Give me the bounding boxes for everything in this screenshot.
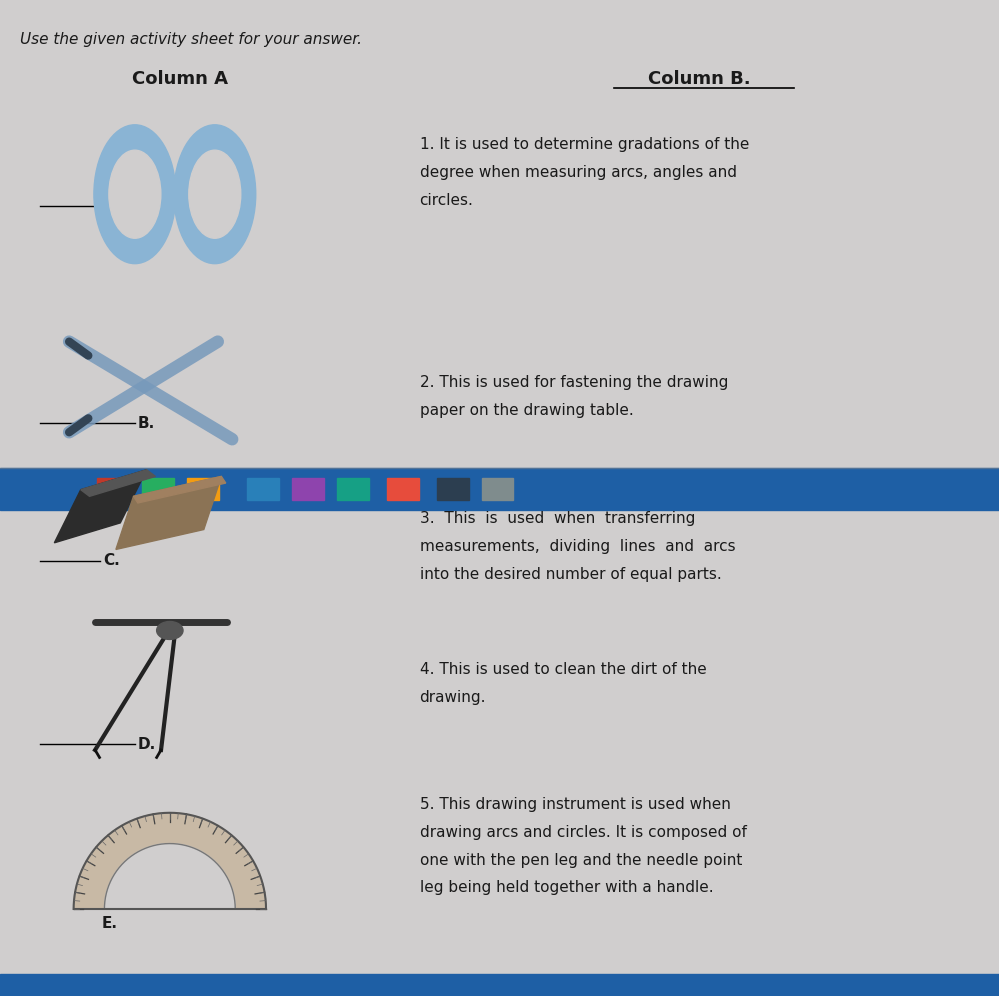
Text: Column B.: Column B. [648, 70, 750, 88]
Text: 1. It is used to determine gradations of the: 1. It is used to determine gradations of… [420, 137, 749, 152]
Text: 5. This drawing instrument is used when: 5. This drawing instrument is used when [420, 797, 730, 812]
Text: Column A: Column A [132, 70, 228, 88]
Circle shape [109, 150, 161, 238]
Text: into the desired number of equal parts.: into the desired number of equal parts. [420, 567, 721, 582]
Bar [0, 0, 999, 498]
Circle shape [94, 124, 176, 264]
Polygon shape [116, 476, 222, 550]
Bar [482, 478, 513, 500]
Polygon shape [74, 813, 266, 909]
Text: leg being held together with a handle.: leg being held together with a handle. [420, 880, 713, 895]
Text: Use the given activity sheet for your answer.: Use the given activity sheet for your an… [20, 32, 362, 47]
Bar [292, 478, 324, 500]
Circle shape [157, 622, 183, 639]
Text: C.: C. [103, 553, 120, 569]
Bar [247, 478, 279, 500]
Text: drawing arcs and circles. It is composed of: drawing arcs and circles. It is composed… [420, 825, 746, 840]
Bar [0, 974, 999, 996]
Text: 3.  This  is  used  when  transferring: 3. This is used when transferring [420, 511, 695, 526]
Bar [337, 478, 369, 500]
Circle shape [174, 124, 256, 264]
Polygon shape [134, 476, 226, 503]
Bar [97, 478, 129, 500]
Polygon shape [81, 470, 156, 496]
Text: 4. This is used to clean the dirt of the: 4. This is used to clean the dirt of the [420, 662, 706, 677]
Text: E.: E. [102, 915, 118, 931]
Bar [142, 478, 174, 500]
Text: paper on the drawing table.: paper on the drawing table. [420, 403, 633, 418]
Text: measurements,  dividing  lines  and  arcs: measurements, dividing lines and arcs [420, 539, 735, 554]
Text: B.: B. [138, 415, 155, 431]
Text: degree when measuring arcs, angles and: degree when measuring arcs, angles and [420, 165, 736, 180]
Bar [0, 498, 999, 976]
Circle shape [189, 150, 241, 238]
Text: A.: A. [138, 198, 156, 214]
Text: circles.: circles. [420, 193, 474, 208]
Bar [387, 478, 419, 500]
Bar [437, 478, 469, 500]
Polygon shape [54, 470, 147, 543]
Bar [0, 468, 999, 510]
Text: D.: D. [138, 736, 156, 752]
Text: one with the pen leg and the needle point: one with the pen leg and the needle poin… [420, 853, 742, 868]
Polygon shape [105, 844, 235, 909]
Text: 2. This is used for fastening the drawing: 2. This is used for fastening the drawin… [420, 375, 728, 390]
Text: drawing.: drawing. [420, 690, 487, 705]
Bar [187, 478, 219, 500]
